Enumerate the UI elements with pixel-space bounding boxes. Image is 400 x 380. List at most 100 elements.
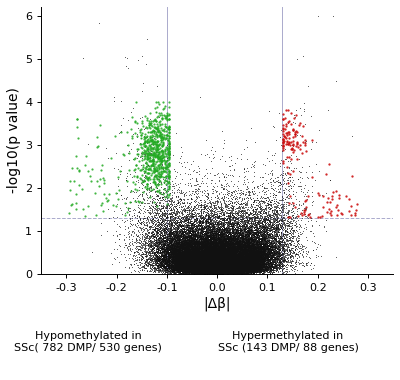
Point	[202, 265, 209, 271]
Point	[220, 261, 226, 267]
Point	[238, 247, 244, 253]
Point	[194, 263, 200, 269]
Point	[223, 266, 229, 272]
Point	[190, 260, 196, 266]
Point	[212, 240, 219, 246]
Point	[180, 242, 186, 248]
Point	[224, 189, 230, 195]
Point	[189, 248, 196, 254]
Point	[236, 248, 243, 254]
Point	[216, 264, 222, 270]
Point	[242, 238, 248, 244]
Point	[251, 263, 258, 269]
Point	[202, 264, 209, 270]
Point	[197, 264, 204, 271]
Point	[238, 248, 245, 254]
Point	[216, 235, 222, 241]
Point	[241, 255, 248, 261]
Point	[191, 254, 198, 260]
Point	[206, 261, 213, 268]
Point	[211, 250, 217, 256]
Point	[259, 236, 265, 242]
Point	[155, 264, 162, 270]
Point	[245, 263, 251, 269]
Point	[188, 258, 194, 264]
Point	[203, 263, 209, 269]
Point	[219, 247, 226, 253]
Point	[224, 253, 230, 260]
Point	[262, 257, 268, 263]
Point	[256, 253, 262, 259]
Point	[236, 260, 242, 266]
Point	[231, 269, 237, 275]
Point	[188, 246, 194, 252]
Point	[209, 254, 216, 260]
Point	[214, 270, 220, 276]
Point	[155, 245, 162, 251]
Point	[178, 263, 184, 269]
Point	[240, 266, 246, 272]
Point	[231, 253, 238, 259]
Point	[201, 262, 208, 268]
Point	[237, 222, 243, 228]
Point	[246, 192, 252, 198]
Point	[234, 226, 240, 232]
Point	[234, 257, 241, 263]
Point	[227, 217, 233, 223]
Point	[168, 247, 174, 253]
Point	[238, 258, 244, 264]
Point	[233, 233, 240, 239]
Point	[170, 253, 176, 259]
Point	[182, 256, 188, 263]
Point	[170, 263, 177, 269]
Point	[338, 211, 345, 217]
Point	[208, 266, 214, 272]
Point	[251, 244, 257, 250]
Point	[189, 257, 196, 263]
Point	[226, 229, 232, 235]
Point	[167, 266, 173, 272]
Point	[192, 244, 198, 250]
Point	[215, 262, 221, 268]
Point	[162, 209, 169, 215]
Point	[187, 263, 194, 269]
Point	[206, 154, 212, 160]
Point	[149, 246, 155, 252]
Point	[209, 264, 216, 271]
Point	[202, 253, 208, 259]
Point	[216, 269, 222, 275]
Point	[257, 218, 263, 224]
Point	[252, 259, 258, 265]
Point	[180, 259, 187, 265]
Point	[198, 206, 204, 212]
Point	[261, 246, 268, 252]
Point	[214, 260, 220, 266]
Point	[219, 269, 225, 275]
Point	[196, 270, 202, 276]
Point	[258, 258, 265, 264]
Point	[168, 226, 174, 233]
Point	[239, 265, 245, 271]
Point	[234, 245, 240, 251]
Point	[260, 258, 266, 264]
Point	[161, 185, 167, 192]
Point	[268, 250, 274, 256]
Point	[228, 250, 234, 256]
Point	[182, 247, 188, 253]
Point	[232, 260, 238, 266]
Point	[221, 268, 228, 274]
Point	[222, 269, 228, 275]
Point	[241, 262, 247, 268]
Point	[230, 234, 236, 240]
Point	[219, 237, 225, 243]
Point	[282, 217, 288, 223]
Point	[202, 240, 208, 246]
Point	[181, 264, 187, 270]
Point	[171, 225, 177, 231]
Point	[176, 254, 183, 260]
Point	[246, 253, 253, 259]
Point	[250, 249, 257, 255]
Point	[222, 250, 229, 256]
Point	[227, 263, 233, 269]
Point	[184, 265, 190, 271]
